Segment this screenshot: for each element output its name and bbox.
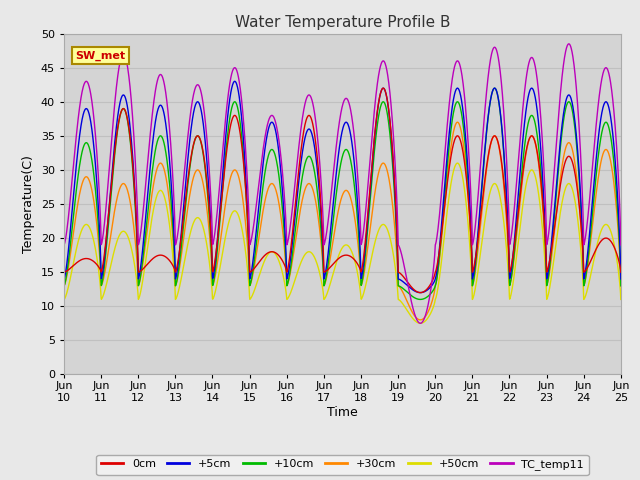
+10cm (491, 85, 499, 91)
0cm (417, 290, 424, 296)
0cm (380, 85, 387, 91)
TC_temp11 (316, 163, 324, 169)
Legend: 0cm, +5cm, +10cm, +30cm, +50cm, TC_temp11: 0cm, +5cm, +10cm, +30cm, +50cm, TC_temp1… (96, 455, 589, 475)
+50cm (499, 213, 507, 218)
Title: Water Temperature Profile B: Water Temperature Profile B (235, 15, 450, 30)
+10cm (499, 140, 507, 145)
+50cm (617, 297, 625, 302)
Line: +30cm: +30cm (64, 122, 621, 320)
+10cm (617, 283, 625, 288)
+50cm (454, 160, 461, 166)
Y-axis label: Temperature(C): Temperature(C) (22, 155, 35, 253)
TC_temp11 (499, 95, 506, 101)
+5cm (60, 276, 68, 282)
+10cm (60, 283, 68, 288)
Line: 0cm: 0cm (64, 88, 621, 293)
+30cm (601, 147, 609, 153)
Text: SW_met: SW_met (75, 51, 125, 61)
+10cm (331, 204, 339, 210)
TC_temp11 (602, 65, 609, 71)
+10cm (316, 215, 324, 221)
0cm (316, 187, 324, 193)
Line: +50cm: +50cm (64, 163, 621, 323)
+30cm (617, 283, 625, 288)
TC_temp11 (331, 157, 339, 163)
TC_temp11 (617, 242, 625, 248)
+5cm (88, 131, 96, 136)
+5cm (417, 290, 424, 296)
+50cm (602, 222, 609, 228)
+50cm (417, 320, 424, 326)
+10cm (601, 120, 609, 126)
+30cm (602, 147, 609, 153)
+50cm (88, 233, 96, 239)
+50cm (601, 222, 609, 228)
+30cm (60, 283, 68, 288)
+10cm (602, 120, 609, 125)
0cm (60, 269, 68, 275)
+50cm (316, 272, 324, 277)
+30cm (417, 317, 424, 323)
+30cm (454, 120, 461, 125)
+5cm (602, 99, 609, 105)
0cm (331, 259, 339, 265)
+5cm (231, 78, 239, 84)
TC_temp11 (417, 320, 424, 326)
TC_temp11 (601, 65, 609, 71)
+5cm (316, 201, 324, 207)
+30cm (331, 228, 339, 233)
0cm (499, 170, 507, 176)
X-axis label: Time: Time (327, 406, 358, 419)
0cm (602, 235, 609, 241)
+5cm (617, 276, 625, 282)
Line: +10cm: +10cm (64, 88, 621, 300)
+30cm (88, 190, 96, 196)
+50cm (60, 297, 68, 302)
+10cm (417, 297, 424, 302)
0cm (601, 235, 609, 241)
+30cm (316, 229, 324, 235)
TC_temp11 (88, 103, 96, 108)
TC_temp11 (565, 41, 573, 47)
0cm (88, 258, 96, 264)
0cm (617, 269, 625, 275)
+5cm (601, 99, 609, 105)
Line: TC_temp11: TC_temp11 (64, 44, 621, 323)
Line: +5cm: +5cm (64, 81, 621, 293)
+50cm (331, 265, 339, 271)
TC_temp11 (60, 242, 68, 248)
+10cm (88, 161, 96, 167)
+30cm (499, 174, 507, 180)
+5cm (499, 138, 507, 144)
+5cm (331, 182, 339, 188)
